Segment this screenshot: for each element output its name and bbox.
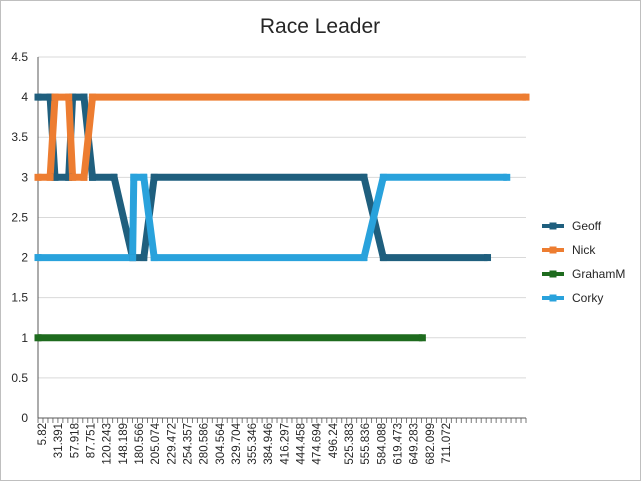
x-tick-label: 619.473 — [393, 423, 405, 465]
x-tick-label: 711.072 — [441, 423, 453, 464]
series-point-geoff — [150, 173, 158, 181]
x-tick-label: 31.391 — [53, 423, 65, 458]
series-point-corky — [360, 254, 368, 262]
chart-title: Race Leader — [260, 15, 380, 38]
series-point-corky — [130, 173, 138, 181]
y-tick-label: 1.5 — [11, 291, 28, 305]
series-point-geoff — [34, 93, 42, 101]
x-tick-label: 304.564 — [215, 422, 227, 464]
x-tick-label: 329.704 — [231, 422, 243, 464]
y-tick-label: 3.5 — [11, 130, 28, 144]
series-point-geoff — [80, 93, 88, 101]
x-tick-label: 148.189 — [118, 423, 130, 465]
series-point-geoff — [88, 173, 96, 181]
series-point-grahamm — [34, 334, 42, 342]
series-point-corky — [34, 254, 42, 262]
y-tick-label: 0 — [21, 411, 28, 425]
series-point-geoff — [360, 173, 368, 181]
series-point-geoff — [46, 93, 54, 101]
legend-label: Nick — [572, 243, 596, 257]
series-point-grahamm — [418, 334, 426, 342]
y-axis-ticks: 0 0.5 1 1.5 2 2.5 3 3.5 4 4.5 — [11, 50, 28, 425]
y-tick-label: 1 — [21, 331, 28, 345]
x-tick-label: 584.088 — [376, 423, 388, 465]
series-point-nick — [34, 173, 42, 181]
x-tick-label: 280.586 — [199, 423, 211, 465]
y-tick-label: 0.5 — [11, 371, 28, 385]
x-tick-label: 649.283 — [409, 423, 421, 465]
x-tick-label: 416.297 — [279, 423, 291, 465]
y-tick-label: 2.5 — [11, 210, 28, 224]
legend-marker — [549, 246, 557, 254]
legend-label: Corky — [572, 291, 603, 305]
series-point-corky — [379, 173, 387, 181]
x-tick-label: 87.751 — [85, 423, 97, 458]
x-tick-label: 474.694 — [312, 422, 324, 464]
series-point-geoff — [484, 254, 492, 262]
series-point-corky — [140, 173, 148, 181]
x-tick-label: 229.472 — [166, 423, 178, 465]
legend-label: GrahamM — [572, 267, 625, 281]
x-tick-label: 555.836 — [360, 423, 372, 465]
y-tick-label: 4.5 — [11, 50, 28, 64]
series-point-nick — [69, 173, 77, 181]
y-tick-label: 3 — [21, 170, 28, 184]
series-point-nick — [65, 93, 73, 101]
legend-marker — [549, 294, 557, 302]
series-point-nick — [46, 173, 54, 181]
series-point-corky — [503, 173, 511, 181]
series-point-geoff — [140, 254, 148, 262]
x-tick-label: 5.82 — [37, 423, 49, 445]
legend-label: Geoff — [572, 219, 602, 233]
x-axis: 5.82 31.391 57.918 87.751 120.243 148.189 180.… — [37, 418, 527, 465]
x-tick-label: 525.383 — [344, 423, 356, 465]
series-point-geoff — [51, 173, 59, 181]
y-tick-label: 4 — [21, 90, 28, 104]
series-line-corky — [38, 173, 507, 262]
x-tick-label: 57.918 — [69, 423, 81, 458]
series-point-geoff — [379, 254, 387, 262]
series-point-geoff — [65, 173, 73, 181]
series-point-corky — [129, 254, 137, 262]
x-tick-label: 205.074 — [150, 422, 162, 464]
x-tick-label: 254.357 — [182, 423, 194, 465]
series-point-nick — [522, 93, 530, 101]
x-tick-label: 444.458 — [296, 423, 308, 465]
series-point-geoff — [110, 173, 118, 181]
y-tick-label: 2 — [21, 251, 28, 265]
series-point-nick — [51, 93, 59, 101]
gridlines — [37, 56, 526, 419]
series-point-corky — [150, 254, 158, 262]
legend: Geoff Nick GrahamM Corky — [542, 219, 625, 305]
x-tick-label: 682.099 — [425, 423, 437, 465]
x-tick-label: 180.566 — [134, 423, 146, 465]
x-tick-label: 355.346 — [247, 423, 259, 465]
x-tick-label: 496.24 — [328, 422, 340, 458]
series-point-geoff — [69, 93, 77, 101]
series-point-nick — [88, 93, 96, 101]
series-point-nick — [80, 173, 88, 181]
x-tick-label: 120.243 — [102, 423, 114, 465]
legend-marker — [549, 222, 557, 230]
x-tick-label: 384.946 — [263, 423, 275, 465]
series-lines — [34, 93, 530, 342]
legend-marker — [549, 270, 557, 278]
series-line-nick — [38, 93, 526, 181]
